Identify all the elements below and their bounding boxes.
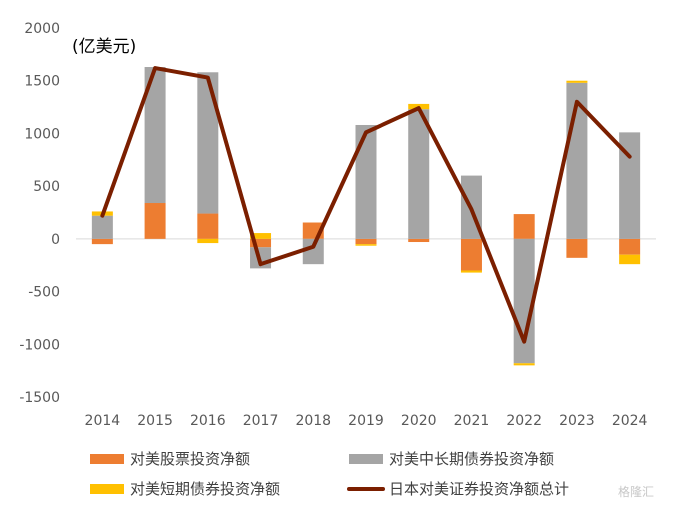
y-tick-label: -500 (28, 285, 60, 301)
bar-segment (408, 238, 430, 243)
bar-segment (91, 215, 113, 239)
bar-segment (619, 254, 641, 265)
y-axis-ticks: 2000 1500 1000 500 0 -500 -1000 -1500 (19, 21, 60, 406)
x-tick-label: 2014 (85, 413, 121, 429)
y-tick-label: -1500 (19, 390, 60, 406)
x-tick-label: 2019 (348, 413, 384, 429)
bar-segment (355, 244, 377, 246)
bar-segment (566, 238, 588, 258)
bar-segment (513, 363, 535, 366)
bar-segment (144, 67, 166, 204)
legend-label: 对美中长期债券投资净额 (389, 450, 554, 468)
x-tick-label: 2017 (243, 413, 279, 429)
x-tick-label: 2016 (190, 413, 226, 429)
bar-segment (250, 238, 272, 248)
total-line (100, 66, 632, 344)
bar-segment (197, 213, 219, 239)
y-tick-label: 2000 (24, 21, 60, 37)
x-tick-label: 2015 (137, 413, 173, 429)
legend-swatch (90, 454, 124, 464)
bar-segment (197, 72, 219, 214)
bar-segment (566, 80, 588, 83)
y-tick-label: 500 (33, 179, 60, 195)
bar-segment (355, 238, 377, 245)
bar-segment (619, 132, 641, 239)
bar-segment (460, 238, 482, 271)
bar-segment (197, 238, 219, 244)
bar-segment (355, 124, 377, 239)
legend-label: 对美股票投资净额 (130, 450, 250, 468)
y-tick-label: 0 (51, 232, 60, 248)
legend-label: 对美短期债券投资净额 (130, 480, 280, 498)
bar-segment (460, 270, 482, 273)
x-tick-label: 2018 (295, 413, 331, 429)
bar-segment (302, 238, 324, 265)
watermark: 格隆汇 (618, 484, 654, 499)
x-tick-label: 2021 (454, 413, 490, 429)
x-tick-label: 2022 (506, 413, 542, 429)
bar-segment (619, 238, 641, 255)
legend-swatch (349, 454, 383, 464)
bar-segment (91, 238, 113, 245)
total-line-layer (100, 66, 632, 344)
bars (91, 67, 641, 366)
bar-segment (144, 203, 166, 239)
x-tick-label: 2024 (612, 413, 648, 429)
bar-segment (408, 109, 430, 239)
bar-segment (250, 233, 272, 239)
x-tick-label: 2023 (559, 413, 595, 429)
legend-label: 日本对美证券投资净额总计 (389, 480, 569, 498)
y-tick-label: -1000 (19, 337, 60, 353)
bar-segment (513, 214, 535, 239)
x-tick-label: 2020 (401, 413, 437, 429)
legend-swatch (90, 484, 124, 494)
unit-label: (亿美元) (72, 37, 136, 57)
y-tick-label: 1500 (24, 74, 60, 90)
x-axis-ticks: 2014 2015 2016 2017 2018 2019 2020 2021 2022 2023… (85, 413, 648, 429)
y-tick-label: 1000 (24, 126, 60, 142)
